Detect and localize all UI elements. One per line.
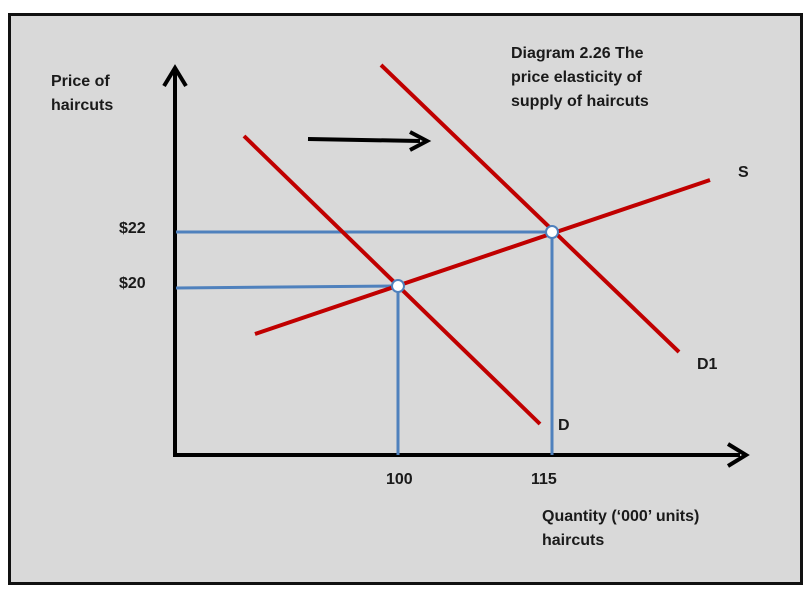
y-axis-label-line-1: Price of xyxy=(51,73,110,90)
title-line-3: supply of haircuts xyxy=(511,93,649,110)
supply-curve-label: S xyxy=(738,164,749,181)
x-axis-label-line-1: Quantity (‘000’ units) xyxy=(542,508,700,525)
demand-curve-d xyxy=(242,134,542,426)
y-axis-label: Price of haircuts xyxy=(51,70,113,118)
title-line-1: Diagram 2.26 The xyxy=(511,45,644,62)
diagram-title: Diagram 2.26 The price elasticity of sup… xyxy=(511,42,649,114)
demand-curve-d1-label: D1 xyxy=(697,356,718,373)
shift-right-arrow-icon xyxy=(307,130,432,152)
diagram-frame xyxy=(8,13,803,585)
x-tick-115: 115 xyxy=(531,471,557,488)
guide-price-20 xyxy=(175,284,398,290)
x-axis-label-line-2: haircuts xyxy=(542,532,605,549)
y-tick-22: $22 xyxy=(119,220,146,237)
x-axis-arrowhead xyxy=(726,442,750,468)
title-line-2: price elasticity of xyxy=(511,69,642,86)
x-tick-100: 100 xyxy=(386,471,413,488)
demand-curve-label: D xyxy=(558,417,570,434)
y-axis-arrowhead xyxy=(162,64,188,88)
equilibrium-point-2 xyxy=(545,225,559,239)
demand-curve-d1 xyxy=(379,63,681,354)
supply-curve-s xyxy=(254,178,711,336)
x-axis-label: Quantity (‘000’ units) haircuts xyxy=(542,505,699,553)
equilibrium-point-1 xyxy=(391,279,405,293)
y-axis-label-line-2: haircuts xyxy=(51,97,114,114)
y-tick-20: $20 xyxy=(119,275,146,292)
